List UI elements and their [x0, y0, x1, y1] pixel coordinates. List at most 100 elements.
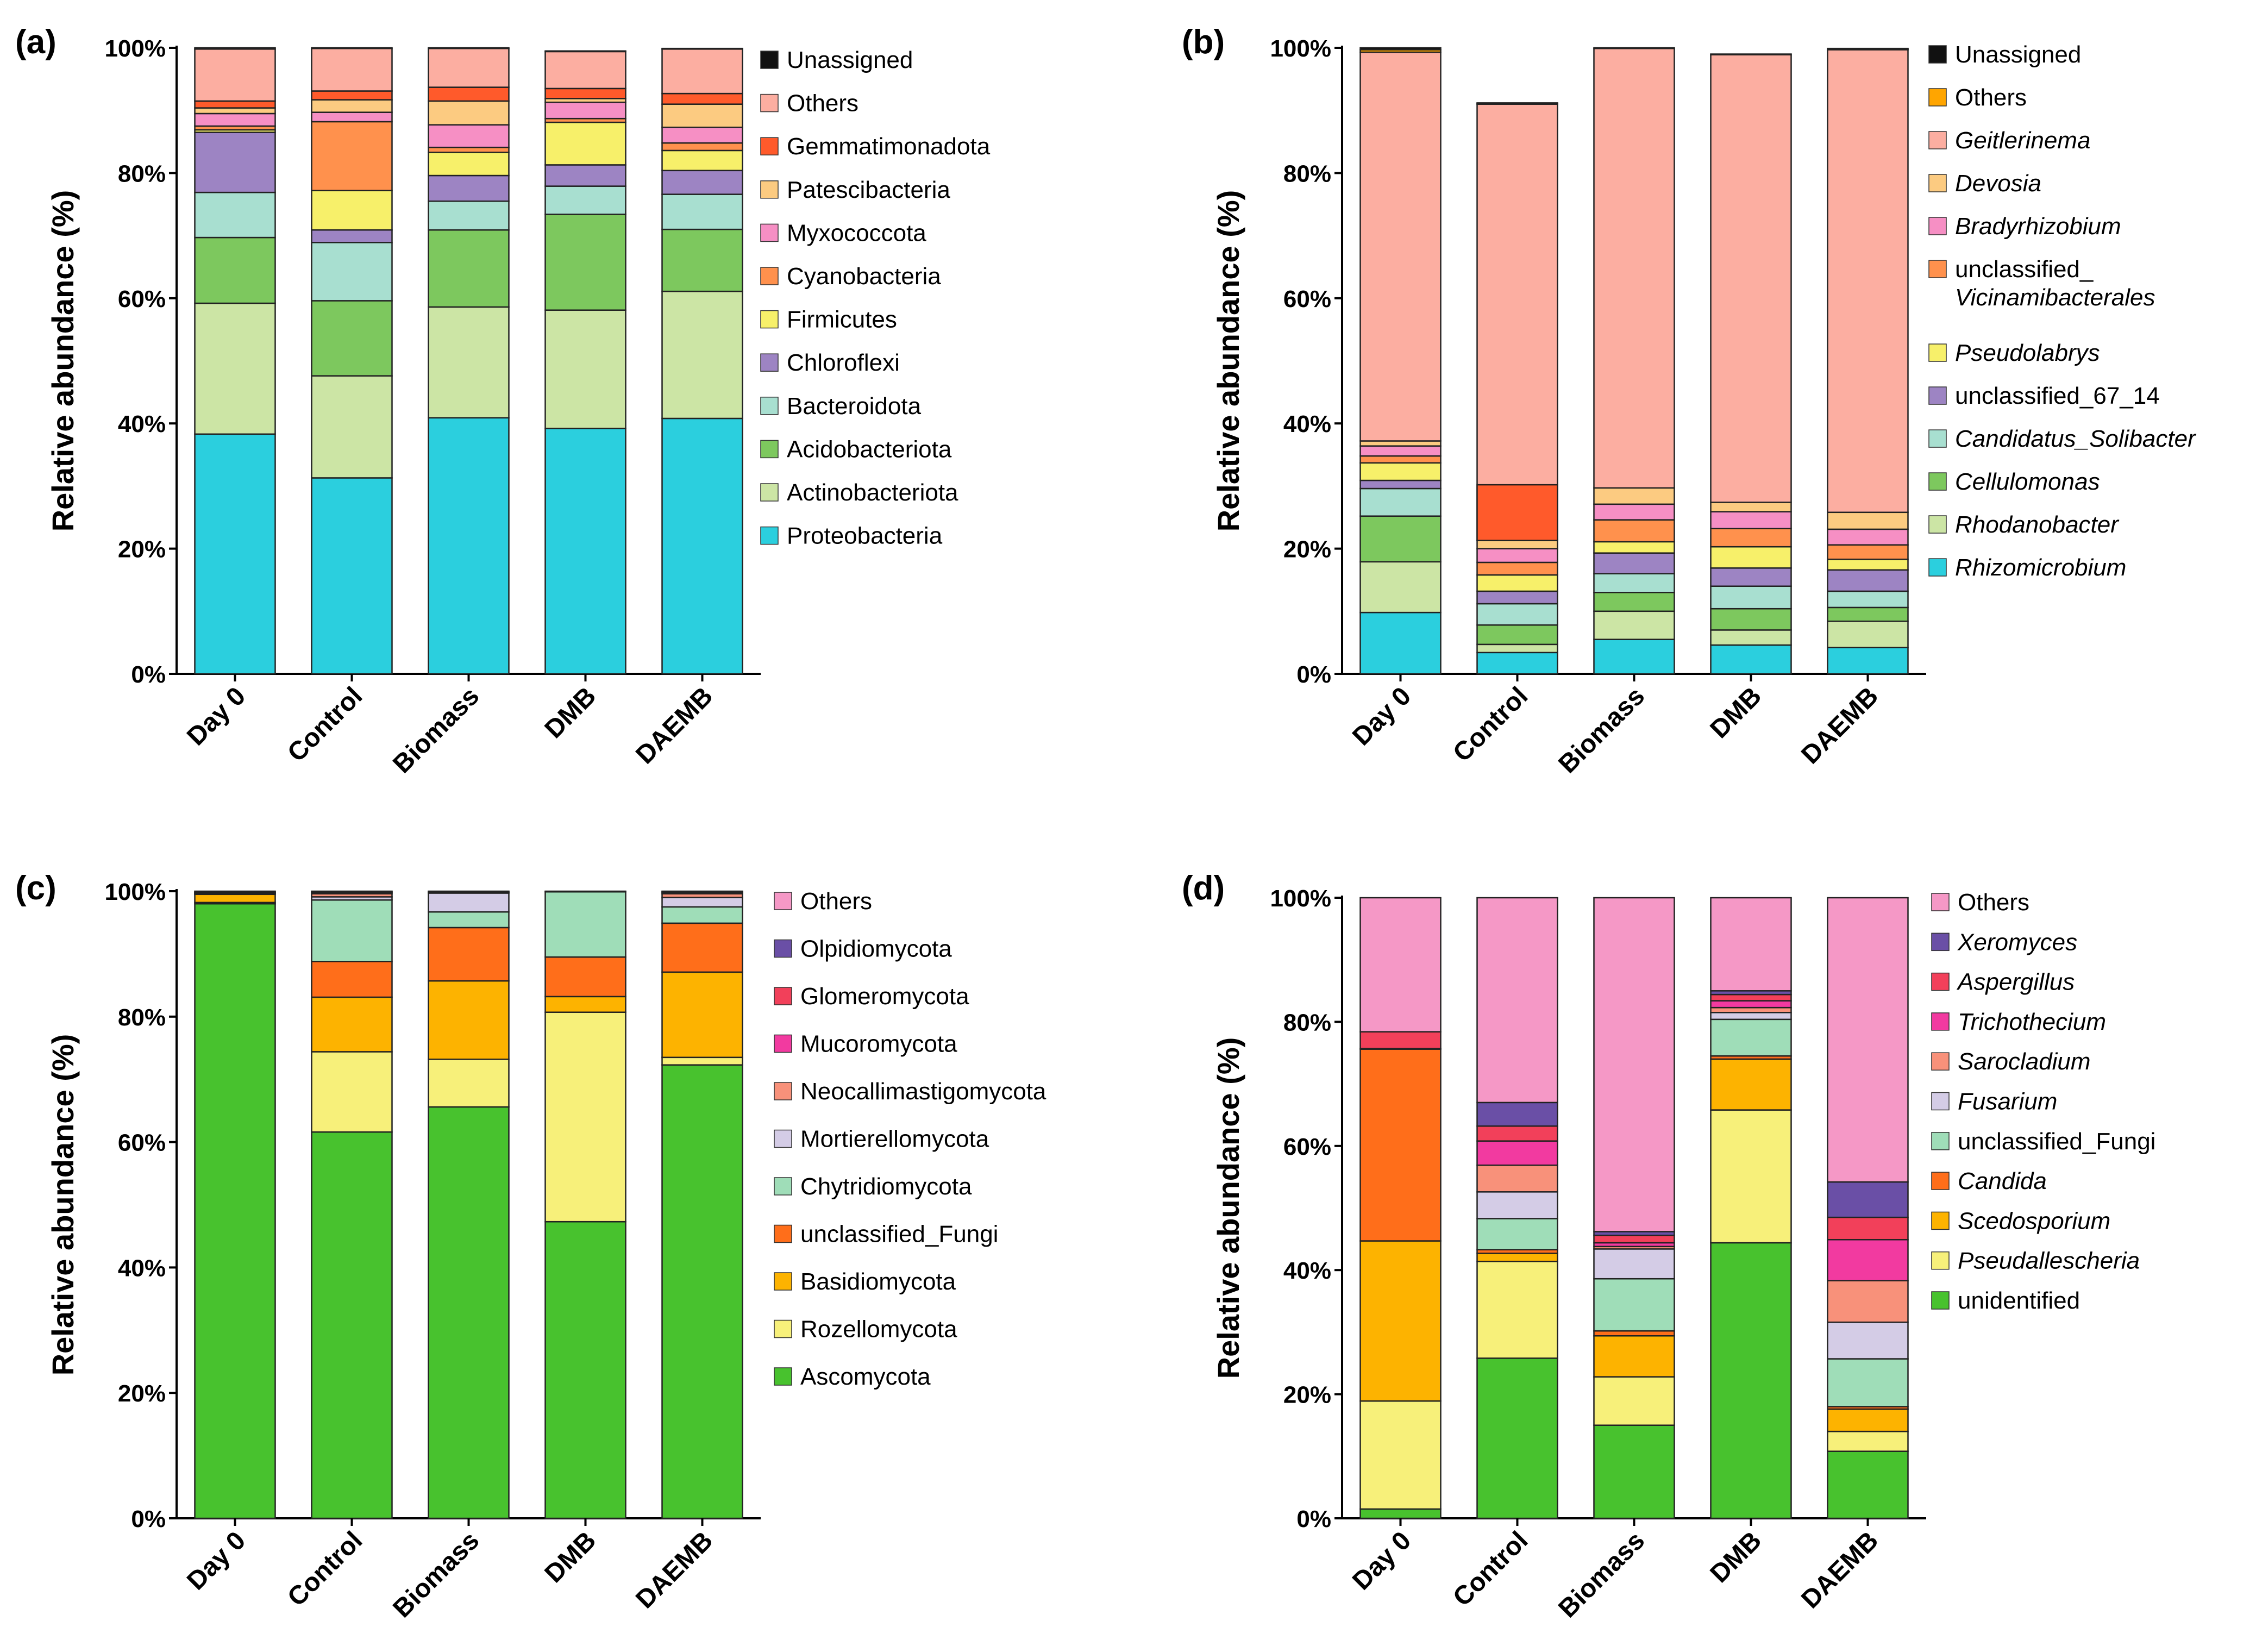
- bar-segment-unclassified-vicinamibacterales-daemb: [1827, 544, 1909, 560]
- legend-label: Candidatus_Solibacter: [1955, 425, 2197, 452]
- legend-swatch: [774, 1177, 792, 1196]
- bar-segment-others-dmb: [1710, 897, 1792, 992]
- y-tick-label: 40%: [1283, 411, 1331, 437]
- legend-swatch: [1931, 933, 1950, 952]
- legend-swatch: [760, 223, 779, 242]
- legend-label: Acidobacteriota: [787, 436, 952, 462]
- legend-swatch: [774, 1367, 792, 1386]
- y-axis-title: Relative abundance (%): [1211, 1037, 1245, 1379]
- bar-segment-pseudallescheria-control: [1476, 1260, 1558, 1359]
- legend-swatch: [774, 1319, 792, 1338]
- bar-segment-ascomycota-day-0: [194, 903, 276, 1519]
- bar-segment-rhizomicrobium-control: [1476, 652, 1558, 675]
- legend-swatch: [760, 180, 779, 199]
- bar-segment-bacteroidota-control: [311, 242, 393, 302]
- y-tick-label: 100%: [104, 35, 166, 62]
- panel-a-label: (a): [15, 23, 57, 61]
- y-tick-label: 100%: [1270, 885, 1331, 912]
- bar-segment-unassigned-daemb: [1827, 47, 1909, 50]
- bar-segment-unidentified-control: [1476, 1357, 1558, 1519]
- bar-segment-trichothecium-control: [1476, 1140, 1558, 1166]
- x-tick-label: Day 0: [1347, 681, 1417, 751]
- bar-segment-trichothecium-daemb: [1827, 1238, 1909, 1281]
- bar-segment-candida-day-0: [1359, 1048, 1442, 1242]
- legend-swatch: [1931, 1092, 1950, 1111]
- y-tick-label: 0%: [131, 1506, 166, 1532]
- legend-swatch: [1928, 88, 1947, 107]
- legend-swatch: [1931, 1291, 1950, 1310]
- bar-segment-firmicutes-biomass: [428, 152, 510, 177]
- bar-segment-cyanobacteria-control: [311, 121, 393, 191]
- bar-segment-rhizomicrobium-daemb: [1827, 647, 1909, 675]
- bar-segment-myxococcota-daemb: [661, 127, 743, 144]
- bar-segment-chytridiomycota-control: [311, 899, 393, 962]
- bar-segment-sarocladium-daemb: [1827, 1280, 1909, 1323]
- bar-segment-unclassified-67-14-daemb: [1827, 569, 1909, 592]
- x-tick-label: Control: [1447, 681, 1533, 767]
- bar-segment-unidentified-daemb: [1827, 1450, 1909, 1519]
- legend-label: Firmicutes: [787, 306, 897, 333]
- bar-segment-others-day-0: [194, 48, 276, 102]
- x-tick-label: DMB: [1705, 681, 1768, 744]
- panel-c: (c) 0% 20% 40% 60% 80% 100% Relative abundance…: [15, 869, 1046, 1623]
- legend-label: unidentified: [1958, 1287, 2080, 1314]
- legend-swatch: [1928, 45, 1947, 64]
- bar-segment-gemmatimonadota-control: [311, 90, 393, 101]
- bar-segment-aspergillus-control: [1476, 1125, 1558, 1142]
- bar-segment-scedosporium-biomass: [1593, 1335, 1675, 1378]
- bar-segment-xeromyces-daemb: [1827, 1181, 1909, 1218]
- bar-segment-actinobacteriota-biomass: [428, 306, 510, 419]
- legend-label: Bradyrhizobium: [1955, 213, 2121, 240]
- legend-label: Pseudallescheria: [1958, 1248, 2140, 1274]
- y-tick-label: 20%: [1283, 1382, 1331, 1409]
- bar-segment-unclassified-67-14-dmb: [1710, 567, 1792, 587]
- bar-segment-myxococcota-biomass: [428, 124, 510, 148]
- legend-label: Actinobacteriota: [787, 479, 958, 506]
- bar-segment-devosia-dmb: [1710, 502, 1792, 512]
- legend-label: Patescibacteria: [787, 177, 950, 203]
- legend-label: unclassified_: [1955, 256, 2094, 283]
- bar-segment-fusarium-biomass: [1593, 1248, 1675, 1280]
- legend-label: Cellulomonas: [1955, 468, 2100, 495]
- y-tick-label: 0%: [1296, 1506, 1331, 1532]
- bar-segment-acidobacteriota-biomass: [428, 229, 510, 308]
- bar-segment-others-biomass: [1593, 897, 1675, 1232]
- bar-segment-bacteroidota-day-0: [194, 191, 276, 239]
- bar-segment-devosia-control: [1476, 540, 1558, 549]
- y-tick-label: 100%: [1270, 35, 1331, 62]
- bar-segment-proteobacteria-dmb: [544, 428, 626, 675]
- bar-segment-others-day-0: [194, 890, 276, 893]
- bar-segment-candidatus-solibacter-day-0: [1359, 487, 1442, 517]
- bar-segment-unclassified-vicinamibacterales-day-0: [1359, 455, 1442, 464]
- bar-segment-unassigned-day-0: [1359, 47, 1442, 51]
- bar-segment-rhizomicrobium-biomass: [1593, 639, 1675, 675]
- bar-segment-bradyrhizobium-daemb: [1827, 528, 1909, 546]
- x-tick-label: Biomass: [1553, 1526, 1650, 1623]
- bar-segment-proteobacteria-day-0: [194, 433, 276, 675]
- bar-segment-candidatus-solibacter-control: [1476, 603, 1558, 626]
- y-tick-label: 80%: [118, 1004, 166, 1031]
- legend-label: unclassified_67_14: [1955, 383, 2160, 409]
- y-tick-label: 0%: [1296, 661, 1331, 688]
- legend-label: Cyanobacteria: [787, 263, 941, 290]
- bar-segment-unclassified-fungi-dmb: [544, 956, 626, 998]
- bar-segment-devosia-biomass: [1593, 487, 1675, 505]
- bar-segment-unclassified-fungi-biomass: [1593, 1278, 1675, 1332]
- x-tick-label: Biomass: [1553, 681, 1650, 779]
- legend-swatch: [774, 892, 792, 910]
- legend-label: Others: [1958, 889, 2029, 916]
- bar-segment-rhodanobacter-biomass: [1593, 610, 1675, 640]
- bar-segment-actinobacteriota-day-0: [194, 302, 276, 435]
- bar-segment-others-dmb: [544, 890, 626, 893]
- bar-segment-fusarium-dmb: [1710, 1012, 1792, 1021]
- bar-segment-others-biomass: [428, 47, 510, 88]
- bar-segment-pseudolabrys-biomass: [1593, 541, 1675, 554]
- bar-segment-others-biomass: [428, 890, 510, 893]
- bar-segment-rhodanobacter-control: [1476, 643, 1558, 654]
- bar-segment-acidobacteriota-daemb: [661, 228, 743, 292]
- legend-swatch: [760, 526, 779, 545]
- legend-label: Ascomycota: [800, 1363, 931, 1390]
- legend-label: Others: [787, 90, 858, 117]
- bar-segment-scedosporium-control: [1476, 1253, 1558, 1262]
